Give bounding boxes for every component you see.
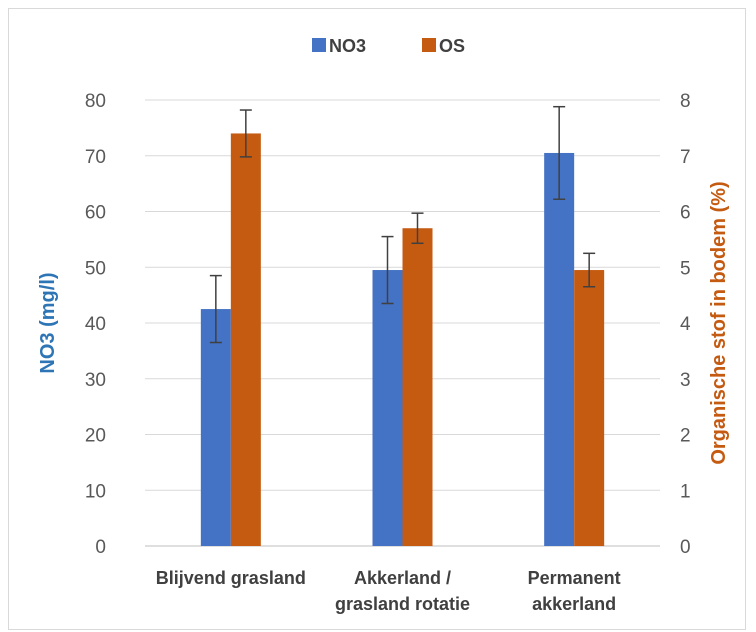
x-tick-label: Blijvend grasland (156, 568, 306, 588)
y-tick-label: 60 (85, 203, 106, 224)
x-tick-label: Akkerland / grasland rotatie (335, 568, 470, 614)
y-tick-label: 70 (85, 147, 106, 168)
y-axis-title: NO3 (mg/l) (37, 272, 59, 373)
legend-label-os: OS (439, 36, 465, 56)
y-tick-label: 20 (85, 426, 106, 447)
y2-tick-label: 3 (680, 370, 691, 391)
y2-tick-label: 7 (680, 147, 691, 168)
legend-swatch-os (422, 38, 436, 52)
x-tick-label-line: Akkerland / (354, 568, 451, 588)
y2-tick-label: 1 (680, 481, 691, 502)
y-tick-label: 80 (85, 91, 106, 112)
y-tick-label: 10 (85, 481, 106, 502)
y2-tick-label: 2 (680, 426, 691, 447)
y2-tick-label: 8 (680, 91, 691, 112)
bar-os (574, 270, 605, 546)
bar-no3 (372, 270, 403, 546)
x-tick-label-line: grasland rotatie (335, 594, 470, 614)
y-tick-label: 0 (95, 537, 106, 558)
bar-no3 (200, 309, 231, 546)
x-tick-label-line: Blijvend grasland (156, 568, 306, 588)
legend-label-no3: NO3 (329, 36, 366, 56)
bar-os (230, 133, 261, 546)
y2-axis-title: Organische stof in bodem (%) (708, 181, 730, 464)
x-tick-label: Permanent akkerland (528, 568, 621, 614)
legend-swatch-no3 (312, 38, 326, 52)
y-tick-label: 40 (85, 314, 106, 335)
bar-no3 (544, 152, 575, 546)
y2-tick-label: 4 (680, 314, 691, 335)
y-tick-label: 30 (85, 370, 106, 391)
y2-tick-label: 0 (680, 537, 691, 558)
y-tick-label: 50 (85, 258, 106, 279)
y2-tick-label: 5 (680, 258, 691, 279)
x-tick-label-line: Permanent (528, 568, 621, 588)
x-tick-label-line: akkerland (532, 594, 616, 614)
bar-os (402, 228, 433, 546)
y2-tick-label: 6 (680, 203, 691, 224)
